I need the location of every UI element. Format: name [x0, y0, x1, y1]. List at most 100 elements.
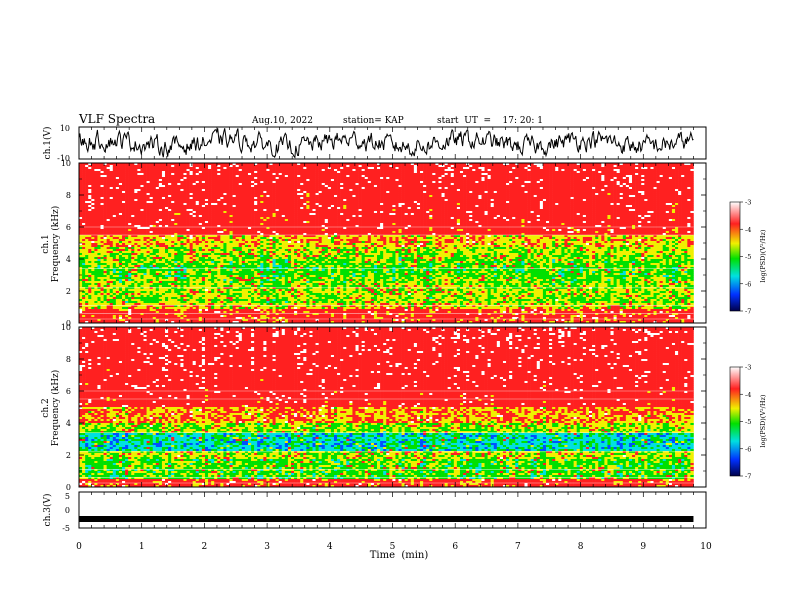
spectrogram-cell	[610, 199, 614, 202]
spectrogram-cell	[542, 181, 547, 184]
spectrogram-cell	[373, 205, 378, 208]
spectrogram-cell	[662, 205, 667, 208]
spectrogram-cell	[684, 165, 688, 168]
spectrogram-cell	[539, 163, 544, 166]
spectrogram-cell	[85, 211, 89, 214]
spectrogram-cell	[109, 165, 114, 168]
spectrogram-cell	[407, 209, 412, 212]
spectrogram-cell	[515, 197, 519, 200]
spectrogram-cell	[678, 177, 682, 180]
spectrogram-cell	[171, 199, 175, 202]
spectrogram-cell	[484, 185, 488, 188]
spectrogram-cell	[456, 191, 461, 194]
spectrogram-cell	[143, 167, 147, 170]
spectrogram-cell	[684, 197, 688, 200]
spectrogram-cell	[223, 171, 227, 174]
spectrogram-cell	[512, 185, 516, 188]
spectrogram-cell	[214, 193, 218, 196]
spectrogram-cell	[622, 173, 627, 176]
spectrogram-cell	[392, 187, 396, 190]
spectrogram-cell	[506, 207, 510, 210]
spectrogram-cell	[211, 201, 215, 204]
spectrogram-cell	[625, 201, 630, 204]
spectrogram-cell	[149, 211, 154, 214]
spectrogram-cell	[466, 183, 470, 186]
spectrogram-cell	[109, 163, 114, 166]
spectrogram-cell	[466, 165, 470, 168]
spectrogram-cell	[475, 207, 479, 210]
spectrogram-cell	[635, 197, 639, 200]
spectrogram-cell	[125, 191, 129, 194]
spectrogram-cell	[272, 203, 276, 206]
spectrogram-cell	[383, 187, 387, 190]
spectrogram-cell	[91, 187, 95, 190]
spectrogram-cell	[610, 191, 614, 194]
spectrogram-cell	[616, 167, 621, 170]
spectrogram-cell	[174, 169, 178, 172]
spectrogram-cell	[324, 201, 329, 204]
spectrogram-cell	[678, 205, 682, 208]
spectrogram-cell	[429, 177, 433, 180]
spectrogram-cell	[579, 189, 584, 192]
spectrogram-cell	[208, 177, 212, 180]
spectrogram-cell	[161, 187, 166, 190]
spectrogram-cell	[444, 167, 448, 170]
spectrogram-cell	[91, 197, 95, 200]
spectrogram-cell	[364, 183, 369, 186]
spectrogram-cell	[665, 203, 670, 206]
spectrogram-cell	[671, 181, 676, 184]
spectrogram-cell	[290, 195, 295, 198]
spectrogram-cell	[211, 169, 215, 172]
spectrogram-cell	[217, 167, 221, 170]
spectrogram-cell	[512, 193, 516, 196]
spectrogram-cell	[616, 169, 621, 172]
spectrogram-cell	[220, 185, 224, 188]
spectrogram-cell	[324, 211, 329, 214]
spectrogram-cell	[549, 165, 553, 168]
spectrogram-cell	[426, 201, 430, 204]
spectrogram-cell	[149, 185, 154, 188]
spectrogram-cell	[472, 165, 476, 168]
spectrogram-cell	[668, 187, 673, 190]
spectrogram-cell	[367, 207, 372, 210]
spectrogram-cell	[404, 171, 409, 174]
spectrogram-cell	[137, 173, 141, 176]
spectrogram-cell	[161, 203, 166, 206]
spectrogram-cell	[82, 179, 86, 182]
spectrogram-cell	[410, 171, 415, 174]
spectrogram-cell	[134, 193, 138, 196]
spectrogram-cell	[312, 197, 316, 200]
spectrogram-cell	[158, 187, 163, 190]
spectrogram-cell	[413, 177, 418, 180]
spectrogram-cell	[112, 193, 117, 196]
spectrogram-cell	[349, 187, 353, 190]
spectrogram-cell	[118, 163, 123, 166]
spectrogram-cell	[561, 193, 565, 196]
spectrogram-cell	[656, 209, 660, 212]
spectrogram-cell	[171, 165, 175, 168]
spectrogram-cell	[370, 183, 375, 186]
spectrogram-cell	[601, 179, 605, 182]
spectrogram-cell	[383, 165, 387, 168]
spectrogram-cell	[281, 165, 286, 168]
spectrogram-cell	[416, 197, 421, 200]
spectrogram-cell	[527, 201, 531, 204]
spectrogram-cell	[161, 207, 166, 210]
spectrogram-cell	[416, 177, 421, 180]
spectrogram-cell	[619, 199, 624, 202]
spectrogram-cell	[91, 207, 95, 210]
spectrogram-cell	[450, 197, 455, 200]
spectrogram-cell	[146, 211, 150, 214]
spectrogram-cell	[668, 209, 673, 212]
spectrogram-cell	[155, 165, 160, 168]
spectrogram-cell	[635, 203, 639, 206]
spectrogram-cell	[97, 175, 101, 178]
spectrogram-cell	[309, 193, 313, 196]
spectrogram-cell	[330, 187, 335, 190]
spectrogram-cell	[665, 197, 670, 200]
spectrogram-cell	[260, 207, 264, 210]
spectrogram-cell	[410, 197, 415, 200]
spectrogram-cell	[659, 199, 664, 202]
spectrogram-cell	[668, 181, 673, 184]
spectrogram-cell	[364, 179, 369, 182]
